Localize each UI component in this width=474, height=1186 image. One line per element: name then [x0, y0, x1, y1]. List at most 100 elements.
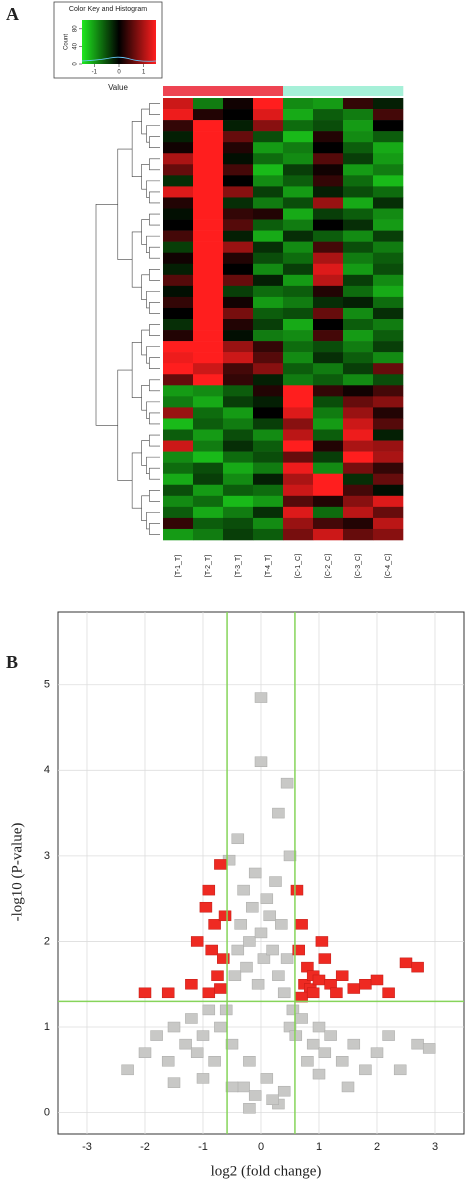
- heatmap-cell: [313, 241, 344, 253]
- point: [335, 970, 349, 981]
- key-tick-label: 0: [117, 70, 121, 76]
- heatmap-cell: [223, 263, 254, 276]
- point: [277, 1085, 291, 1097]
- heatmap-cell: [163, 352, 194, 364]
- heatmap-cell: [283, 385, 314, 397]
- heatmap-cell: [193, 186, 224, 198]
- heatmap-cell: [373, 440, 404, 452]
- heatmap-cell: [313, 263, 344, 276]
- heatmap-cell: [253, 407, 284, 419]
- point: [237, 884, 250, 896]
- heatmap-cell: [313, 517, 344, 530]
- heatmap-cell: [253, 230, 284, 242]
- dendrogram: [149, 136, 160, 149]
- point: [208, 1056, 221, 1067]
- heatmap-cell: [253, 153, 284, 165]
- heatmap-cell: [163, 230, 194, 242]
- heatmap-cell: [253, 252, 284, 265]
- heatmap-cell: [373, 241, 404, 253]
- heatmap-cell: [193, 241, 224, 253]
- heatmap-cell: [253, 186, 284, 198]
- heatmap-cell: [253, 175, 284, 187]
- heatmap-cell: [313, 418, 344, 430]
- heatmap-cell: [343, 440, 374, 452]
- heatmap-cell: [343, 219, 374, 231]
- dendrogram: [141, 164, 150, 190]
- heatmap-cell: [253, 120, 284, 132]
- heatmap-cell: [283, 374, 314, 386]
- heatmap-cell: [253, 109, 284, 121]
- heatmap-cell: [163, 120, 194, 132]
- heatmap-cell: [223, 517, 254, 530]
- heatmap-cell: [223, 175, 254, 187]
- point: [225, 1038, 239, 1050]
- dendrogram: [117, 369, 133, 481]
- heatmap-cell: [313, 219, 344, 231]
- heatmap-cell: [223, 109, 254, 121]
- heatmap-cell: [223, 153, 254, 165]
- heatmap-cell: [283, 142, 314, 154]
- dendrogram: [149, 103, 160, 115]
- heatmap-cell: [313, 120, 344, 132]
- point: [411, 961, 424, 973]
- heatmap-cell: [313, 352, 344, 364]
- point: [217, 953, 230, 964]
- point: [246, 901, 259, 913]
- heatmap-cell: [223, 418, 254, 430]
- heatmap-cell: [223, 341, 254, 353]
- heatmap-cell: [163, 440, 194, 452]
- heatmap-cell: [163, 197, 194, 209]
- dendrogram: [149, 434, 160, 447]
- heatmap-cell: [313, 197, 344, 209]
- heatmap-cell: [163, 98, 194, 110]
- heatmap-cell: [223, 462, 254, 474]
- heatmap-cell: [223, 352, 254, 364]
- heatmap-cell: [253, 506, 284, 519]
- heatmap-cell: [253, 473, 284, 486]
- heatmap-cell: [343, 374, 374, 386]
- heatmap-cell: [343, 407, 374, 419]
- heatmap-cell: [283, 451, 314, 463]
- heatmap-cell: [163, 484, 194, 497]
- heatmap-cell: [343, 484, 374, 497]
- heatmap-cell: [253, 131, 284, 143]
- heatmap-cell: [373, 484, 404, 497]
- heatmap-cell: [343, 208, 374, 220]
- point: [202, 1004, 216, 1016]
- point: [248, 1090, 262, 1101]
- x-tick-label: 1: [316, 1141, 322, 1153]
- y-axis-label: -log10 (P-value): [9, 823, 25, 922]
- heatmap-cell: [343, 263, 374, 276]
- heatmap-cell: [193, 517, 224, 530]
- heatmap-cell: [373, 330, 404, 342]
- heatmap-cell: [193, 506, 224, 519]
- heatmap-cell: [373, 462, 404, 474]
- heatmap-cell: [373, 506, 404, 519]
- heatmap-cell: [373, 352, 404, 364]
- dendrogram: [149, 357, 160, 370]
- point: [243, 1103, 256, 1114]
- column-label: [C-3_C]: [355, 554, 362, 578]
- heatmap-cell: [253, 219, 284, 231]
- heatmap-cell: [283, 319, 314, 331]
- y-tick-label: 0: [44, 1107, 50, 1119]
- heatmap-cell: [223, 440, 254, 452]
- x-tick-label: 3: [432, 1141, 438, 1153]
- heatmap-cell: [223, 396, 254, 408]
- heatmap-cell: [373, 263, 404, 276]
- heatmap-cell: [253, 285, 284, 298]
- point: [150, 1030, 163, 1041]
- heatmap-cell: [223, 330, 254, 342]
- point: [306, 1038, 320, 1050]
- heatmap-cell: [343, 396, 374, 408]
- group-bar: [163, 86, 194, 96]
- heatmap-cell: [193, 352, 224, 364]
- column-label: [C-4_C]: [385, 554, 392, 578]
- x-tick-label: 2: [374, 1141, 380, 1153]
- heatmap-cell: [223, 120, 254, 132]
- column-label: [T-1_T]: [175, 555, 182, 577]
- point: [167, 1021, 181, 1033]
- dendrogram: [149, 379, 160, 392]
- heatmap-cell: [283, 241, 314, 253]
- heatmap-cell: [193, 120, 224, 132]
